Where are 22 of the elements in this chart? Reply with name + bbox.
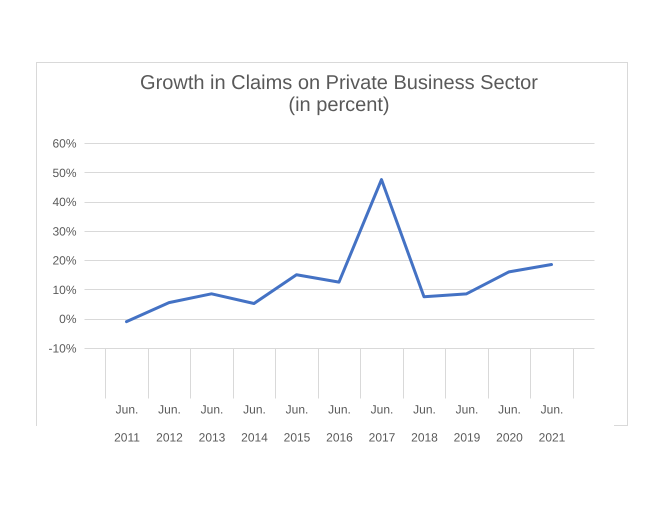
- x-tick-label: Jun. 2021: [538, 402, 566, 444]
- y-tick-label: 0%: [59, 312, 77, 326]
- x-tick-label: Jun. 2012: [156, 402, 184, 444]
- y-tick-label: 40%: [52, 195, 77, 210]
- y-tick-label: 60%: [52, 136, 77, 150]
- x-tick-label: Jun. 2015: [284, 402, 311, 444]
- x-tick-label: Jun. 2018: [411, 402, 438, 444]
- y-tick-label: 30%: [52, 224, 77, 238]
- y-tick-label: 20%: [52, 254, 77, 268]
- x-tick-label: Jun. 2011: [114, 402, 140, 444]
- x-tick-label: Jun. 2020: [496, 402, 524, 444]
- y-tick-label: -10%: [48, 342, 77, 356]
- x-tick-label: Jun. 2017: [368, 402, 396, 444]
- text: Growth in Claims on Private Business Sector: [140, 72, 538, 94]
- y-tick-label: 50%: [52, 166, 77, 180]
- x-tick-label: Jun. 2019: [454, 402, 481, 444]
- x-tick-label: Jun. 2016: [326, 402, 354, 444]
- y-tick-label: 10%: [52, 282, 77, 297]
- text: (in percent): [288, 94, 390, 116]
- x-tick-label: Jun. 2014: [241, 402, 268, 444]
- line-series: [125, 178, 553, 324]
- x-tick-label: Jun. 2013: [198, 402, 226, 444]
